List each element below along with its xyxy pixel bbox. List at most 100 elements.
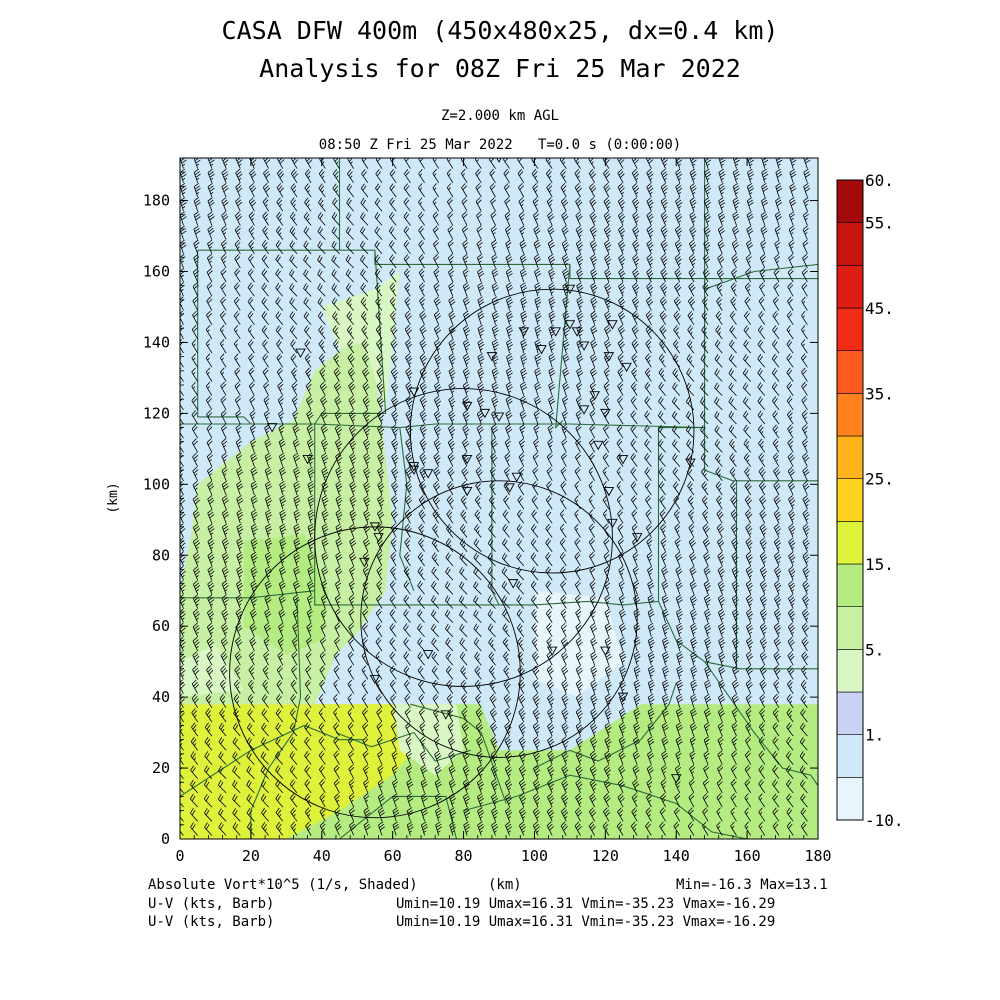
- x-axis-unit: (km): [488, 877, 522, 893]
- colorbar-frame: [836, 179, 864, 821]
- station-marker: [607, 320, 618, 330]
- wind-label-1: U-V (kts, Barb): [148, 896, 275, 912]
- y-tick-label: 60: [152, 617, 170, 635]
- station-marker: [670, 774, 682, 784]
- x-tick-label: 100: [521, 847, 548, 865]
- station-marker: [603, 352, 615, 362]
- colorbar-segment: [836, 734, 864, 778]
- x-tick-label: 0: [175, 847, 184, 865]
- field-label: Absolute Vort*10^5 (1/s, Shaded): [148, 877, 418, 893]
- station-marker: [571, 327, 583, 337]
- station-marker: [550, 327, 561, 337]
- axes: 0 20 40 60 80 100 120 140 160 180 0 20 40 60 80 100 120 1…: [106, 157, 832, 865]
- station-marker: [600, 408, 611, 419]
- county-boundary: [657, 278, 706, 602]
- station-marker: [536, 345, 547, 355]
- station-marker: [617, 455, 629, 465]
- station-marker: [621, 362, 632, 373]
- station-marker: [578, 405, 590, 415]
- y-tick-label: 120: [143, 404, 170, 422]
- y-tick-label: 160: [143, 263, 170, 281]
- wind-stats-1: Umin=10.19 Umax=16.31 Vmin=-35.23 Vmax=-…: [396, 896, 776, 912]
- colorbar-label: 15.: [865, 555, 894, 574]
- valid-time-label: 08:50 Z Fri 25 Mar 2022 T=0.0 s (0:00:00…: [318, 137, 682, 153]
- vorticity-field: [180, 271, 818, 839]
- colorbar-label: 35.: [865, 384, 894, 403]
- x-tick-label: 120: [592, 847, 619, 865]
- radar-range-ring: [409, 288, 695, 574]
- colorbar-segment: [836, 563, 864, 607]
- title-line-2: Analysis for 08Z Fri 25 Mar 2022: [259, 54, 741, 83]
- county-boundary: [180, 724, 365, 797]
- county-boundary: [704, 263, 818, 290]
- station-marker: [373, 533, 384, 543]
- x-tick-label: 180: [804, 847, 831, 865]
- station-marker: [564, 320, 576, 330]
- station-marker: [479, 408, 491, 419]
- level-label: Z=2.000 km AGL: [440, 108, 559, 124]
- colorbar-label: -10.: [865, 811, 904, 830]
- radar-range-ring: [360, 480, 638, 758]
- radar-range-ring: [229, 526, 521, 819]
- county-boundary: [704, 661, 818, 787]
- wind-barb-field: [180, 158, 811, 836]
- x-tick-label: 40: [313, 847, 331, 865]
- colorbar-segment: [836, 350, 864, 394]
- colorbar-segment: [836, 777, 864, 821]
- colorbar-label: 1.: [865, 726, 884, 745]
- county-boundary: [534, 682, 677, 769]
- colorbar-segment: [836, 521, 864, 565]
- station-marker: [578, 341, 590, 351]
- radar-range-ring: [314, 388, 613, 687]
- county-boundary: [197, 249, 818, 280]
- colorbar-label: 55.: [865, 214, 894, 233]
- y-tick-label: 0: [161, 830, 170, 848]
- station-marker: [607, 518, 618, 529]
- colorbar-label: 45.: [865, 299, 894, 318]
- colorbar-segment: [836, 222, 864, 266]
- x-tick-label: 60: [384, 847, 402, 865]
- y-tick-label: 100: [143, 475, 170, 493]
- county-boundary: [335, 731, 471, 762]
- colorbar-segment: [836, 691, 864, 735]
- county-boundary: [410, 703, 507, 804]
- station-marker: [592, 440, 604, 451]
- station-marker: [408, 462, 420, 472]
- colorbar-segment: [836, 435, 864, 479]
- wind-label-2: U-V (kts, Barb): [148, 914, 275, 930]
- x-tick-label: 160: [734, 847, 761, 865]
- colorbar-segment: [836, 393, 864, 437]
- station-markers: [266, 158, 696, 784]
- station-marker: [546, 646, 558, 656]
- station-marker: [359, 557, 370, 568]
- station-marker: [369, 522, 381, 532]
- station-marker: [507, 579, 519, 589]
- station-marker: [408, 387, 420, 398]
- x-tick-label: 80: [455, 847, 473, 865]
- station-marker: [266, 423, 278, 433]
- station-marker: [302, 455, 313, 465]
- colorbar-segment: [836, 606, 864, 650]
- station-marker: [493, 412, 505, 422]
- wind-stats-2: Umin=10.19 Umax=16.31 Vmin=-35.23 Vmax=-…: [396, 914, 776, 930]
- y-tick-label: 180: [143, 192, 170, 210]
- county-boundary: [250, 597, 302, 839]
- station-marker: [369, 674, 381, 685]
- station-marker: [440, 710, 452, 720]
- station-marker: [518, 327, 530, 337]
- x-tick-label: 20: [242, 847, 260, 865]
- radar-range-rings: [229, 288, 695, 819]
- station-marker: [422, 469, 434, 479]
- station-marker: [631, 533, 643, 543]
- station-marker: [504, 483, 515, 493]
- station-marker: [295, 348, 306, 358]
- county-boundary: [314, 590, 659, 606]
- y-tick-label: 40: [152, 688, 170, 706]
- station-marker: [408, 465, 420, 476]
- station-marker: [685, 458, 696, 468]
- colorbar: 60. 55. 45. 35. 25. 15. 5. 1. -10.: [836, 171, 904, 830]
- y-axis-label: (km): [106, 482, 121, 513]
- station-marker: [511, 472, 522, 483]
- y-tick-label: 80: [152, 546, 170, 564]
- y-tick-label: 140: [143, 333, 170, 351]
